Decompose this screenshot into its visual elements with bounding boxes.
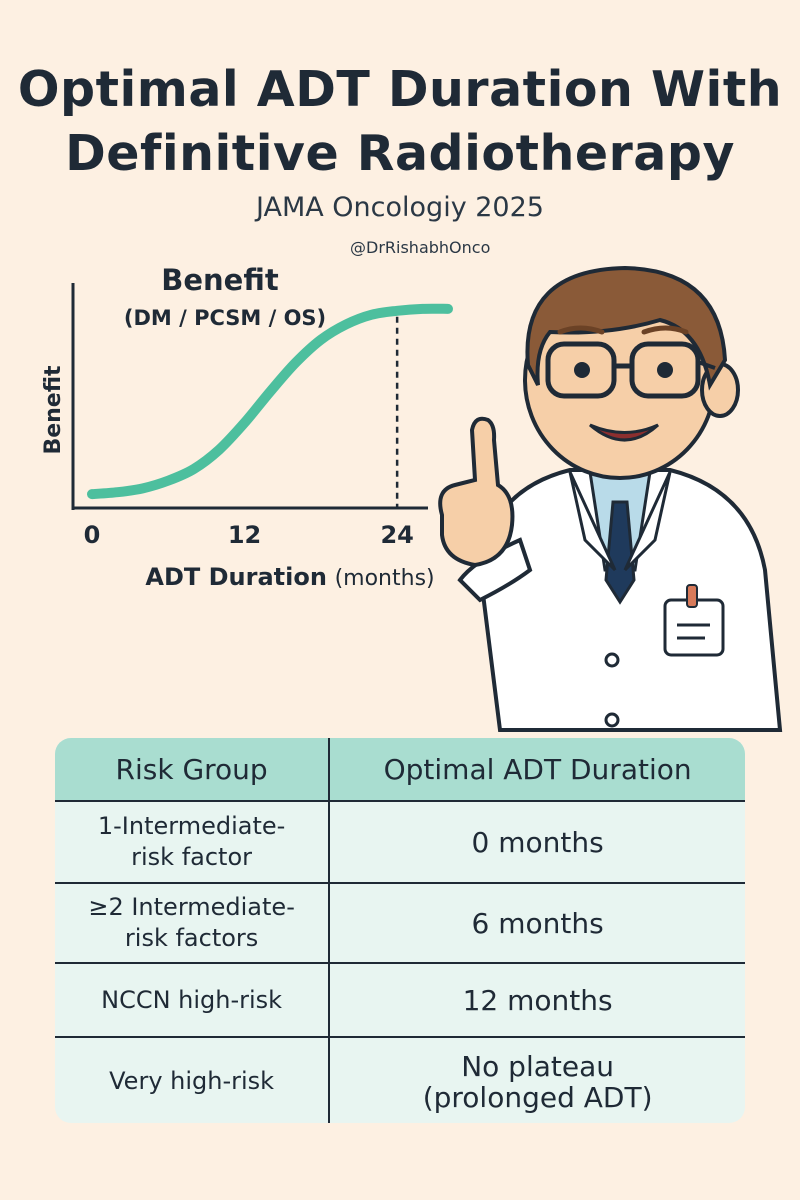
duration-cell: No plateau (prolonged ADT) bbox=[328, 1038, 745, 1123]
duration-cell: 12 months bbox=[328, 964, 745, 1036]
header-risk-group: Risk Group bbox=[115, 752, 268, 786]
risk-group-cell: ≥2 Intermediate-risk factors bbox=[55, 884, 328, 962]
risk-group-line: risk factor bbox=[131, 843, 253, 871]
x-tick-label: 12 bbox=[228, 521, 261, 549]
chart-subtitle: (DM / PCSM / OS) bbox=[124, 306, 326, 330]
risk-group-line: ≥2 Intermediate- bbox=[88, 893, 295, 921]
doctor-pointing-illustration bbox=[438, 265, 783, 732]
title-line-2: Definitive Radiotherapy bbox=[65, 125, 735, 182]
y-axis-label: Benefit bbox=[41, 365, 66, 455]
author-handle: @DrRishabhOnco bbox=[350, 238, 491, 257]
title-line-1: Optimal ADT Duration With bbox=[17, 61, 783, 118]
table-row: ≥2 Intermediate-risk factors 6 months bbox=[55, 884, 745, 964]
page-title: Optimal ADT Duration With Definitive Rad… bbox=[0, 58, 800, 186]
x-tick-labels: 0 12 24 bbox=[84, 521, 414, 549]
table-header-row: Risk Group Optimal ADT Duration bbox=[55, 738, 745, 802]
page-subtitle: JAMA Oncologiy 2025 bbox=[256, 192, 544, 223]
risk-group-cell: NCCN high-risk bbox=[101, 985, 283, 1014]
table-row: Very high-risk No plateau (prolonged ADT) bbox=[55, 1038, 745, 1123]
risk-group-cell: 1-Intermediate-risk factor bbox=[55, 802, 328, 882]
duration-cell: 0 months bbox=[328, 802, 745, 882]
table-row: 1-Intermediate-risk factor 0 months bbox=[55, 802, 745, 884]
x-axis-label-unit: (months) bbox=[335, 566, 435, 591]
risk-group-cell: Very high-risk bbox=[109, 1067, 275, 1095]
x-tick-label: 24 bbox=[380, 521, 413, 549]
x-axis-label: ADT Duration (months) bbox=[145, 563, 434, 591]
duration-cell: 6 months bbox=[328, 884, 745, 962]
duration-line: (prolonged ADT) bbox=[422, 1080, 653, 1114]
header-optimal-duration: Optimal ADT Duration bbox=[328, 738, 745, 800]
risk-group-line: 1-Intermediate- bbox=[97, 812, 286, 840]
x-axis-label-main: ADT Duration bbox=[145, 563, 327, 591]
adt-duration-table: Risk Group Optimal ADT Duration 1-Interm… bbox=[55, 738, 745, 1123]
benefit-chart: Benefit (DM / PCSM / OS) Benefit 0 12 24 A… bbox=[41, 263, 453, 591]
duration-line: No plateau bbox=[461, 1049, 614, 1083]
table-row: NCCN high-risk 12 months bbox=[55, 964, 745, 1038]
x-tick-label: 0 bbox=[84, 521, 101, 549]
chart-title: Benefit bbox=[161, 263, 279, 297]
benefit-curve bbox=[87, 303, 453, 500]
risk-group-line: risk factors bbox=[124, 924, 259, 952]
